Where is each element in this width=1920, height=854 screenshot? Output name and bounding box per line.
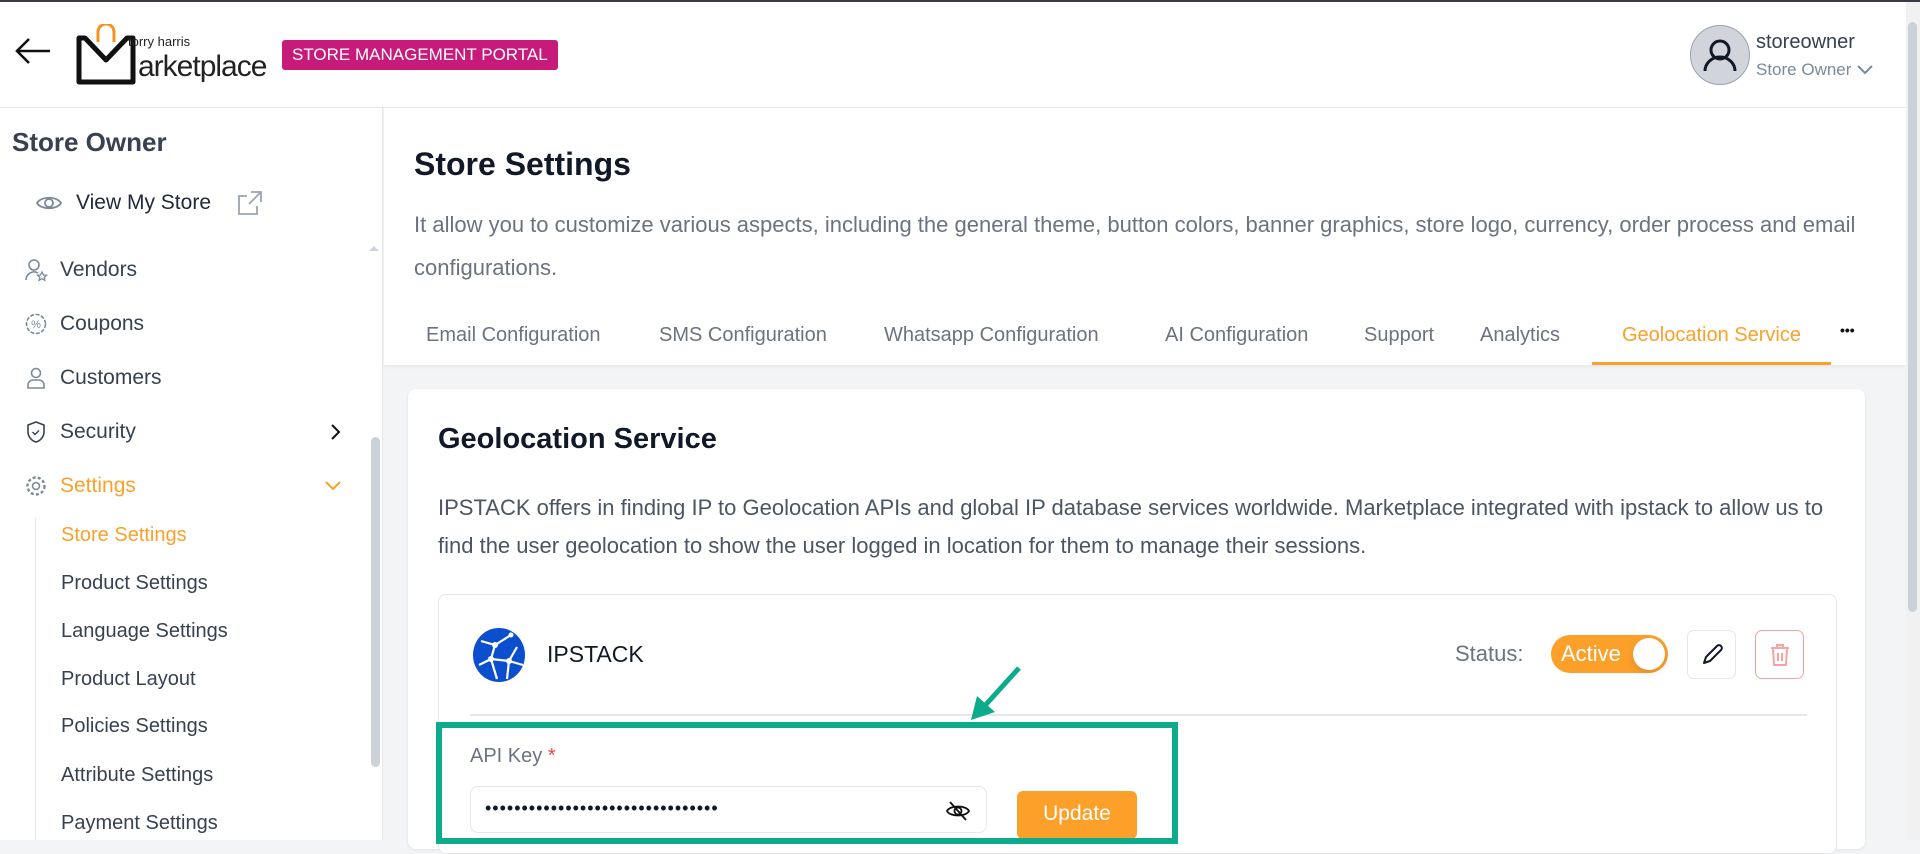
role-label: Store Owner [1756, 60, 1852, 79]
bag-logo-icon [76, 24, 136, 85]
portal-badge: STORE MANAGEMENT PORTAL [282, 40, 558, 70]
sidebar-sub-policies-settings[interactable]: Policies Settings [61, 715, 208, 737]
page-scrollbar-track[interactable] [1906, 2, 1920, 840]
api-key-label: API Key * [470, 745, 556, 767]
pencil-icon [1702, 643, 1723, 664]
ipstack-globe-icon [473, 628, 525, 682]
user-icon [27, 367, 45, 389]
sidebar-item-label: Security [60, 420, 136, 443]
shield-icon [27, 421, 45, 443]
highlight-arrow-icon [971, 666, 1021, 720]
tab-email-configuration[interactable]: Email Configuration [426, 324, 601, 346]
sidebar-item-vendors[interactable]: Vendors [24, 258, 354, 282]
eye-off-icon[interactable] [946, 800, 970, 822]
sidebar-item-security[interactable]: Security [24, 420, 354, 444]
card-description: IPSTACK offers in finding IP to Geolocat… [438, 495, 1824, 558]
sidebar-item-label: Customers [60, 366, 162, 389]
provider-name: IPSTACK [547, 641, 644, 667]
divider [470, 714, 1807, 716]
sidebar-scrollbar[interactable] [371, 437, 380, 767]
tab-sms-configuration[interactable]: SMS Configuration [659, 324, 827, 346]
sidebar-item-customers[interactable]: Customers [24, 366, 354, 390]
page-title: Store Settings [414, 146, 631, 182]
sidebar-sub-language-settings[interactable]: Language Settings [61, 620, 228, 642]
sidebar-sub-product-settings[interactable]: Product Settings [61, 572, 208, 594]
more-tabs-button[interactable]: ••• [1840, 322, 1855, 338]
tab-support[interactable]: Support [1364, 324, 1435, 346]
sidebar-item-label: Vendors [60, 258, 138, 281]
view-my-store-link[interactable]: View My Store [36, 190, 263, 216]
logo-text-top: torry harris [128, 34, 191, 49]
sidebar-sub-product-layout[interactable]: Product Layout [61, 668, 196, 690]
status-toggle[interactable]: Active [1551, 635, 1668, 673]
chevron-down-icon [1857, 65, 1874, 75]
status-value: Active [1561, 641, 1621, 666]
header: torry harris arketplace STORE MANAGEMENT… [0, 2, 1906, 108]
user-avatar-icon [1703, 39, 1737, 72]
scroll-up-arrow-icon[interactable] [368, 244, 380, 252]
page-scrollbar-thumb[interactable] [1908, 22, 1917, 612]
tab-ai-configuration[interactable]: AI Configuration [1165, 324, 1309, 346]
sidebar-sub-store-settings[interactable]: Store Settings [61, 524, 187, 546]
svg-text:%: % [31, 319, 41, 331]
sidebar: Store Owner View My Store Vendors % Coup… [0, 108, 383, 840]
coupon-icon: % [25, 313, 47, 335]
page-header: Store Settings It allow you to customize… [384, 108, 1906, 365]
submenu-guide-line [35, 518, 36, 840]
chevron-down-icon [325, 481, 341, 491]
tab-geolocation-service[interactable]: Geolocation Service [1592, 324, 1831, 365]
edit-button[interactable] [1687, 630, 1736, 679]
card-title: Geolocation Service [438, 423, 717, 455]
view-store-label: View My Store [76, 191, 211, 214]
back-arrow-icon[interactable] [14, 36, 52, 66]
toggle-knob [1633, 638, 1665, 670]
sidebar-title: Store Owner [12, 127, 167, 157]
delete-button[interactable] [1755, 630, 1804, 679]
tab-analytics[interactable]: Analytics [1480, 324, 1561, 346]
page-description: It allow you to customize various aspect… [414, 212, 1856, 280]
sidebar-sub-attribute-settings[interactable]: Attribute Settings [61, 764, 214, 786]
gear-icon [26, 476, 46, 496]
highlight-box [436, 722, 1178, 844]
sidebar-item-coupons[interactable]: % Coupons [24, 312, 354, 336]
tab-whatsapp-configuration[interactable]: Whatsapp Configuration [884, 324, 1099, 346]
sidebar-item-label: Coupons [60, 312, 145, 335]
logo-text-main: arketplace [138, 50, 267, 83]
sidebar-item-settings[interactable]: Settings [24, 474, 354, 498]
required-asterisk: * [547, 745, 556, 767]
chevron-right-icon [331, 424, 341, 440]
eye-icon [36, 196, 62, 210]
status-label: Status: [1455, 641, 1524, 666]
trash-icon [1770, 643, 1789, 666]
vendor-icon [25, 259, 48, 282]
sidebar-item-label: Settings [60, 474, 136, 497]
avatar[interactable] [1690, 25, 1750, 85]
api-key-value: •••••••••••••••••••••••••••••••• [485, 798, 719, 818]
marketplace-logo[interactable]: torry harris arketplace [76, 24, 271, 88]
role-dropdown[interactable]: Store Owner [1756, 60, 1874, 80]
external-link-icon [238, 191, 262, 215]
sidebar-sub-payment-settings[interactable]: Payment Settings [61, 812, 218, 834]
update-button[interactable]: Update [1017, 791, 1137, 839]
window-top-border [0, 0, 1920, 2]
api-key-input[interactable]: •••••••••••••••••••••••••••••••• [470, 786, 987, 833]
username: storeowner [1756, 31, 1855, 53]
